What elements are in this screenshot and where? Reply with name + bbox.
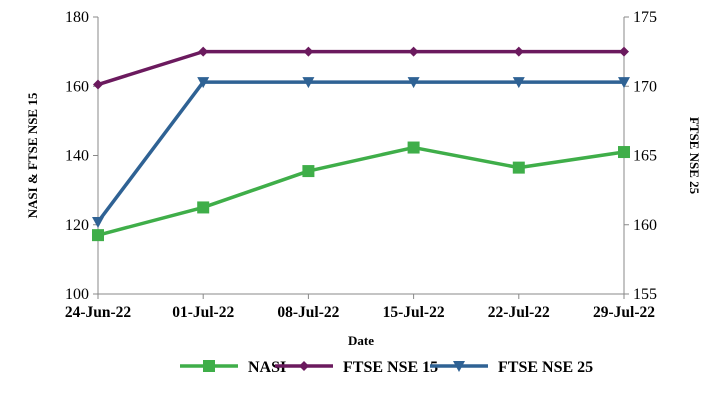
data-point-ftse-nse-15 [93, 79, 103, 90]
right-tick-label: 160 [633, 217, 657, 234]
legend-marker-ftse-nse-15 [299, 361, 309, 371]
left-tick-label: 140 [65, 148, 89, 165]
series-line-ftse-nse-25 [96, 80, 624, 224]
data-point-ftse-nse-15 [513, 46, 524, 57]
data-point-ftse-nse-25 [407, 77, 420, 89]
left-tick-label: 180 [65, 9, 89, 26]
x-axis-title: Date [348, 333, 374, 348]
left-axis-title: NASI & FTSE NSE 15 [25, 92, 40, 218]
series-line-ftse-nse-15 [97, 49, 624, 87]
data-point-ftse-nse-15 [303, 46, 314, 57]
data-point-ftse-nse-25 [618, 77, 630, 89]
series-ftse-nse-15 [93, 46, 629, 90]
data-point-nasi [302, 165, 315, 178]
data-point-ftse-nse-25 [92, 216, 104, 228]
right-tick-label: 170 [633, 78, 657, 95]
data-point-ftse-nse-15 [408, 46, 419, 57]
data-point-ftse-nse-25 [302, 77, 315, 89]
right-tick-label: 175 [633, 9, 657, 26]
x-tick-label: 29-Jul-22 [593, 304, 655, 321]
data-point-nasi [92, 229, 104, 242]
data-point-ftse-nse-15 [619, 46, 629, 57]
x-tick-label: 08-Jul-22 [277, 304, 339, 321]
axes: 100 120 140 160 180 155 160 165 170 175 24-Jun-22 0… [25, 9, 702, 348]
series-line-nasi [97, 145, 625, 237]
data-point-ftse-nse-15 [198, 46, 209, 57]
x-tick-label: 24-Jun-22 [65, 304, 132, 321]
series-nasi [92, 141, 630, 242]
plot-area [92, 46, 630, 242]
legend-item-ftse-nse-25: FTSE NSE 25 [430, 359, 593, 376]
data-point-ftse-nse-25 [512, 77, 525, 89]
left-tick-label: 100 [65, 286, 89, 303]
x-tick-label: 01-Jul-22 [172, 304, 234, 321]
data-point-nasi [618, 146, 630, 159]
series-ftse-nse-25 [92, 77, 630, 228]
data-point-nasi [197, 201, 210, 214]
data-point-ftse-nse-25 [197, 77, 210, 89]
data-point-nasi [512, 161, 525, 174]
legend-marker-ftse-nse-25 [453, 361, 465, 372]
legend: NASI FTSE NSE 15 FTSE NSE 25 [180, 359, 593, 376]
left-tick-label: 120 [65, 217, 89, 234]
x-tick-label: 22-Jul-22 [488, 304, 550, 321]
x-tick-label: 15-Jul-22 [383, 304, 445, 321]
left-tick-label: 160 [65, 78, 89, 95]
legend-label-nasi: NASI [248, 359, 286, 376]
legend-marker-nasi [203, 360, 215, 372]
legend-label-ftse-nse-25: FTSE NSE 25 [498, 359, 593, 376]
legend-item-nasi: NASI [180, 359, 286, 376]
legend-item-ftse-nse-15: FTSE NSE 15 [275, 359, 438, 376]
right-axis-title: FTSE NSE 25 [687, 117, 702, 195]
data-point-nasi [407, 141, 420, 154]
right-tick-label: 155 [633, 286, 657, 303]
right-tick-label: 165 [633, 148, 657, 165]
legend-label-ftse-nse-15: FTSE NSE 15 [343, 359, 438, 376]
